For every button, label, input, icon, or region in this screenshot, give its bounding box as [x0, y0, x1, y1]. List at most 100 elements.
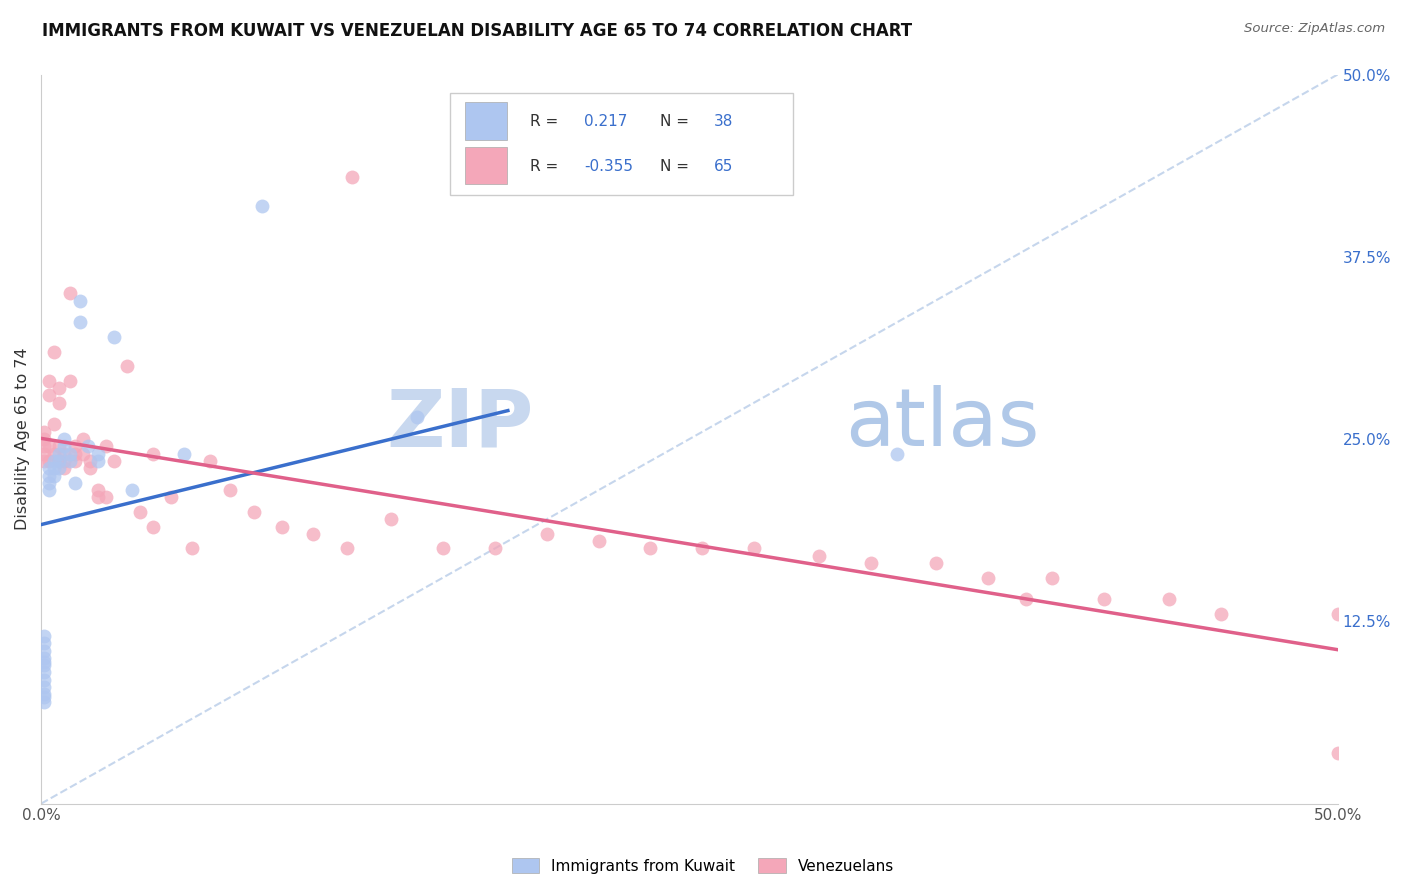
- Text: atlas: atlas: [845, 385, 1039, 464]
- Point: [886, 447, 908, 461]
- Point: [1326, 607, 1348, 621]
- Point: [173, 447, 195, 461]
- Point: [32, 636, 55, 650]
- Point: [742, 541, 765, 556]
- Point: [640, 541, 662, 556]
- Point: [38, 468, 60, 483]
- Point: [53, 461, 76, 475]
- FancyBboxPatch shape: [450, 93, 793, 194]
- Point: [808, 549, 831, 563]
- Point: [128, 505, 150, 519]
- Text: N =: N =: [659, 159, 693, 174]
- Point: [219, 483, 242, 497]
- Y-axis label: Disability Age 65 to 74: Disability Age 65 to 74: [15, 348, 30, 531]
- Point: [121, 483, 143, 497]
- Point: [406, 410, 429, 425]
- Point: [1092, 592, 1115, 607]
- Point: [72, 432, 94, 446]
- Point: [42, 468, 65, 483]
- Point: [115, 359, 138, 373]
- Point: [38, 439, 60, 453]
- Point: [32, 439, 55, 453]
- Point: [588, 534, 610, 549]
- Point: [87, 454, 110, 468]
- Point: [32, 658, 55, 673]
- Point: [1326, 746, 1348, 760]
- Text: Source: ZipAtlas.com: Source: ZipAtlas.com: [1244, 22, 1385, 36]
- Point: [32, 643, 55, 657]
- Point: [1209, 607, 1232, 621]
- Point: [32, 680, 55, 694]
- Point: [32, 650, 55, 665]
- Point: [142, 447, 165, 461]
- Point: [1015, 592, 1038, 607]
- Text: ZIP: ZIP: [387, 385, 534, 464]
- Point: [1042, 571, 1064, 585]
- Text: IMMIGRANTS FROM KUWAIT VS VENEZUELAN DISABILITY AGE 65 TO 74 CORRELATION CHART: IMMIGRANTS FROM KUWAIT VS VENEZUELAN DIS…: [42, 22, 912, 40]
- Point: [94, 491, 117, 505]
- Point: [250, 199, 273, 213]
- Point: [94, 439, 117, 453]
- Legend: Immigrants from Kuwait, Venezuelans: Immigrants from Kuwait, Venezuelans: [506, 852, 900, 880]
- Point: [48, 381, 70, 395]
- Point: [1159, 592, 1181, 607]
- Point: [59, 454, 82, 468]
- Text: 0.217: 0.217: [585, 114, 627, 128]
- Point: [38, 388, 60, 402]
- Point: [42, 447, 65, 461]
- Point: [32, 629, 55, 643]
- Point: [536, 526, 558, 541]
- Point: [53, 447, 76, 461]
- Point: [32, 447, 55, 461]
- Point: [38, 475, 60, 490]
- Point: [87, 483, 110, 497]
- Point: [53, 454, 76, 468]
- Point: [53, 432, 76, 446]
- Text: R =: R =: [530, 159, 562, 174]
- Point: [32, 665, 55, 680]
- Point: [69, 315, 91, 329]
- Point: [38, 461, 60, 475]
- Text: R =: R =: [530, 114, 562, 128]
- Point: [87, 491, 110, 505]
- Point: [976, 571, 998, 585]
- Point: [63, 454, 86, 468]
- Point: [32, 694, 55, 708]
- Point: [32, 432, 55, 446]
- Point: [38, 483, 60, 497]
- Point: [48, 447, 70, 461]
- Point: [79, 454, 101, 468]
- Text: 38: 38: [714, 114, 734, 128]
- Text: 65: 65: [714, 159, 734, 174]
- Point: [103, 330, 125, 344]
- Point: [380, 512, 402, 526]
- Text: -0.355: -0.355: [585, 159, 633, 174]
- Point: [59, 286, 82, 301]
- Point: [48, 461, 70, 475]
- Point: [63, 439, 86, 453]
- Point: [103, 454, 125, 468]
- Point: [859, 556, 882, 570]
- Point: [87, 447, 110, 461]
- Point: [42, 344, 65, 359]
- Point: [342, 169, 364, 184]
- Point: [69, 293, 91, 308]
- Point: [198, 454, 221, 468]
- Point: [32, 425, 55, 439]
- Point: [48, 454, 70, 468]
- Point: [271, 519, 294, 533]
- Point: [32, 690, 55, 705]
- Point: [242, 505, 264, 519]
- Point: [63, 475, 86, 490]
- Point: [336, 541, 359, 556]
- Point: [59, 447, 82, 461]
- Point: [692, 541, 714, 556]
- Text: N =: N =: [659, 114, 693, 128]
- Point: [38, 454, 60, 468]
- Point: [32, 687, 55, 701]
- Point: [32, 655, 55, 669]
- FancyBboxPatch shape: [465, 146, 506, 185]
- Point: [42, 461, 65, 475]
- Point: [302, 526, 325, 541]
- Point: [79, 461, 101, 475]
